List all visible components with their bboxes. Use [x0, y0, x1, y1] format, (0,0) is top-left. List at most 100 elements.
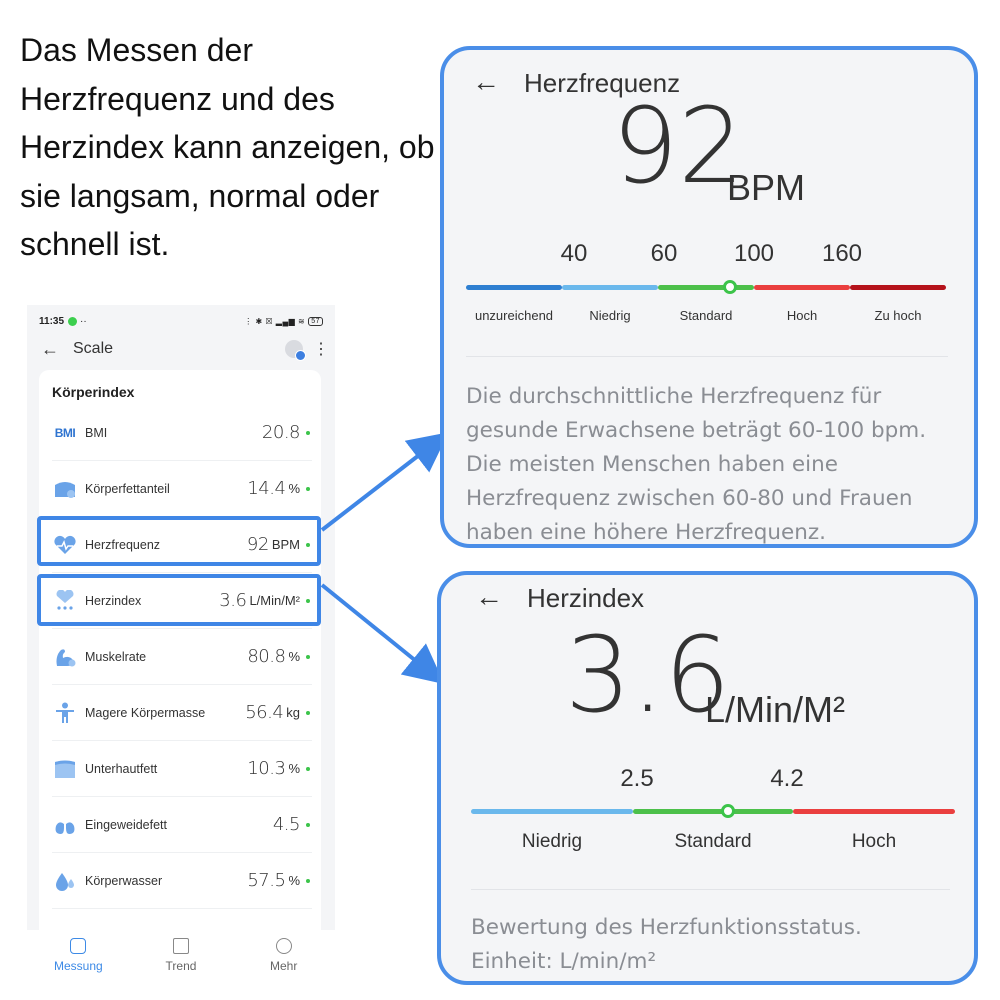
status-dot: [306, 542, 310, 547]
trend-icon: [172, 938, 189, 954]
heart-rate-description: Die durchschnittliche Herzfrequenz für g…: [466, 384, 927, 545]
heart-index-panel: ← Herzindex 3.6 L/Min/M² 2.5 4.2 Niedrig…: [437, 571, 978, 985]
heart-index-value: 3.6: [565, 614, 731, 736]
metric-row-subcutaneous-fat[interactable]: Unterhautfett 10.3 %: [52, 741, 312, 797]
nav-label: Trend: [165, 959, 197, 973]
metric-value: 4.5: [272, 814, 301, 835]
signal-icons: ⋮ ✱ ☒ ▂▄▆ ≋: [244, 316, 306, 326]
metric-label: Körperfettanteil: [85, 481, 170, 496]
metric-unit: L/Min/M²: [249, 593, 300, 608]
app-title: Scale: [73, 340, 114, 357]
lean-mass-icon: [52, 702, 78, 724]
metric-label: Herzfrequenz: [85, 537, 161, 552]
status-icons: ⋮ ✱ ☒ ▂▄▆ ≋ 57: [244, 316, 323, 326]
metric-value: 80.8: [247, 646, 286, 667]
metric-value: 92: [246, 534, 269, 555]
metric-row-heart-rate[interactable]: Herzfrequenz 92 BPM: [52, 517, 312, 573]
threshold-label: 100: [733, 240, 775, 267]
range-segment-zu-hoch: [850, 285, 946, 290]
status-dot: [306, 598, 310, 603]
range-segment-hoch: [754, 285, 850, 290]
more-icon: [275, 938, 292, 954]
metric-unit: %: [288, 761, 300, 776]
whatsapp-icon: [68, 316, 78, 326]
range-segment-hoch: [793, 809, 955, 814]
status-time: 11:35: [39, 315, 65, 327]
threshold-label: 2.5: [620, 765, 654, 792]
metric-label: Herzindex: [85, 593, 142, 608]
nav-label: Messung: [53, 959, 103, 973]
nav-label: Mehr: [269, 959, 298, 973]
status-dot: [306, 878, 310, 883]
status-dot: [306, 654, 310, 659]
value-marker: [720, 804, 735, 818]
back-arrow-icon[interactable]: ←: [41, 338, 59, 359]
nav-item-trend[interactable]: Trend: [146, 938, 216, 1000]
intro-text: Das Messen der Herzfrequenz und des Herz…: [20, 32, 435, 262]
nav-item-mehr[interactable]: Mehr: [249, 938, 319, 1000]
status-dot: [306, 822, 310, 827]
status-dot: [306, 430, 310, 435]
metric-row-heart-index[interactable]: Herzindex 3.6 L/Min/M²: [52, 573, 312, 629]
heart-rate-value: 92: [612, 85, 745, 207]
threshold-label: 4.2: [770, 765, 804, 792]
highlight-heart-rate: [37, 516, 321, 566]
threshold-label: 40: [560, 240, 588, 267]
segment-label: Hoch: [851, 831, 897, 852]
metric-value: 10.3: [247, 758, 286, 779]
metric-unit: %: [288, 873, 300, 888]
heart-rate-icon: [52, 534, 78, 556]
range-segment-standard: [633, 809, 793, 814]
metric-row-visceral-fat[interactable]: Eingeweidefett 4.5: [52, 797, 312, 853]
metric-value: 56.4: [245, 702, 284, 723]
segment-label: Standard: [674, 831, 752, 852]
heart-index-description-line1: Bewertung des Herzfunktionsstatus.: [471, 915, 862, 940]
range-segment-unzureichend: [466, 285, 562, 290]
status-dot: [306, 486, 310, 491]
body-index-heading: Körperindex: [52, 384, 135, 400]
metric-value: 20.8: [261, 422, 301, 443]
back-arrow-icon[interactable]: ←: [472, 66, 500, 97]
status-dot: [306, 766, 310, 771]
divider: [466, 356, 948, 357]
metric-value: 14.4: [247, 478, 286, 499]
metric-row-muscle[interactable]: Muskelrate 80.8 %: [52, 629, 312, 685]
body-fat-icon: [52, 478, 78, 500]
metric-label: Muskelrate: [85, 649, 147, 664]
phone-screen: 11:35 ·· ⋮ ✱ ☒ ▂▄▆ ≋ 57 ← Scale ⋮ Körper…: [27, 305, 335, 1000]
nav-item-messung[interactable]: Messung: [43, 938, 113, 1000]
metric-unit: %: [288, 481, 300, 496]
arrow-to-heart-index-panel: [320, 583, 445, 685]
battery-icon: 57: [308, 316, 323, 326]
value-marker: [723, 280, 737, 294]
body-index-card: Körperindex BMI BMI 20.8 Körperfettantei…: [39, 370, 321, 1000]
bottom-nav: Messung Trend Mehr: [27, 930, 335, 1000]
metric-row-bmi[interactable]: BMI BMI 20.8: [52, 405, 312, 461]
metric-row-body-water[interactable]: Körperwasser 57.5 %: [52, 853, 312, 909]
segment-label: Hoch: [786, 308, 818, 323]
arrow-to-heart-rate-panel: [320, 432, 449, 532]
metric-unit: %: [288, 649, 300, 664]
metric-unit: BPM: [271, 537, 300, 552]
body-water-icon: [52, 870, 78, 892]
heart-rate-panel: ← Herzfrequenz 92 BPM 40 60 100 160 unzu…: [440, 46, 978, 548]
metric-label: Magere Körpermasse: [85, 705, 206, 720]
metric-row-lean-mass[interactable]: Magere Körpermasse 56.4 kg: [52, 685, 312, 741]
segment-label: unzureichend: [474, 308, 554, 323]
app-bar: ← Scale ⋮: [41, 337, 329, 361]
back-arrow-icon[interactable]: ←: [475, 581, 503, 612]
heart-index-title: Herzindex: [527, 583, 645, 613]
status-dot: [306, 710, 310, 715]
status-dots: ··: [80, 315, 87, 327]
segment-label: Standard: [679, 308, 733, 323]
muscle-icon: [52, 646, 78, 668]
divider: [471, 889, 950, 890]
status-bar: 11:35 ·· ⋮ ✱ ☒ ▂▄▆ ≋ 57: [39, 313, 323, 329]
metric-label: Unterhautfett: [85, 761, 158, 776]
segment-label: Niedrig: [521, 831, 583, 852]
user-avatar-icon[interactable]: [285, 340, 306, 361]
metric-value: 57.5: [247, 870, 286, 891]
metric-unit: kg: [286, 705, 300, 720]
subcutaneous-fat-icon: [52, 758, 78, 780]
